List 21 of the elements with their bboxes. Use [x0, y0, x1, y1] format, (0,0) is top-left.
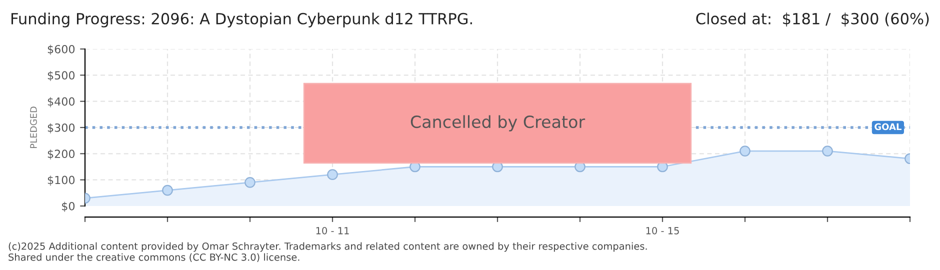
y-tick-label: $600: [48, 44, 75, 55]
point: [740, 146, 750, 156]
y-tick-label: $100: [48, 176, 75, 186]
point: [822, 146, 833, 156]
y-tick-label: $400: [48, 97, 75, 108]
y-axis-title: PLEDGED: [30, 106, 37, 148]
text: Shared under the creative commons (CC BY-NC 3.0) license.: [8, 253, 300, 262]
text: (c)2025 Additional content provided by Omar Schrayter. Trademarks and related content are owned by their respective companies.: [8, 242, 647, 252]
x-tick-label: 10 - 15: [646, 227, 679, 234]
chart-title: Funding Progress: 2096: A Dystopian Cyberpunk d12 TTRPG.: [12, 12, 472, 28]
annotation: Cancelled by Creator: [410, 115, 586, 132]
y-tick-label: $200: [48, 149, 75, 160]
point: [327, 169, 338, 180]
x-tick-label: 10 - 11: [316, 227, 349, 234]
y-tick-label: $300: [48, 123, 75, 134]
chart-subtitle: Closed at: $181 / $300 (60%): [696, 12, 929, 26]
y-tick-label: $500: [48, 70, 75, 82]
point: [244, 177, 256, 188]
y-tick-label: $0: [62, 202, 75, 212]
point: [162, 184, 173, 196]
ref-line-label: GOAL: [874, 123, 902, 130]
